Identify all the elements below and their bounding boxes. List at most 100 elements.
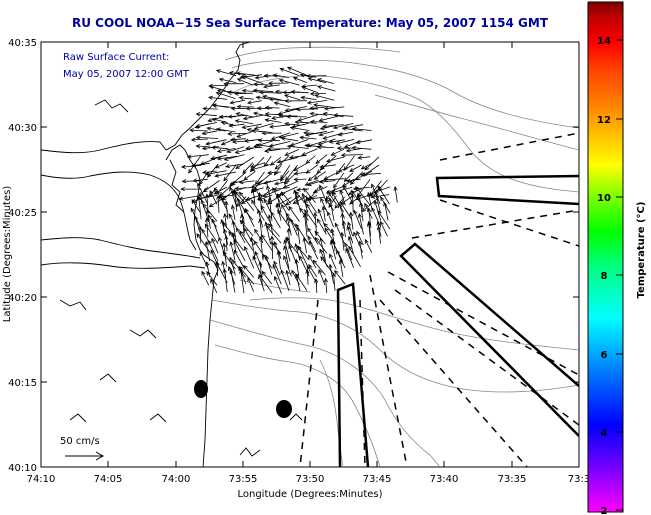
current-vector: [269, 141, 291, 147]
current-vector: [343, 221, 346, 238]
current-vector-head: [215, 261, 220, 267]
radar-beam-solid: [336, 174, 579, 467]
current-vector-head: [325, 189, 331, 194]
current-vector: [308, 78, 327, 84]
current-vector-head: [252, 88, 258, 93]
current-vector: [294, 171, 309, 175]
current-vector: [230, 270, 236, 293]
colorbar-tick-label: 2: [601, 506, 608, 515]
current-vector: [179, 195, 201, 200]
current-vector: [341, 213, 344, 229]
current-vector-head: [326, 211, 331, 217]
current-vector: [210, 279, 218, 294]
current-vector-head: [331, 191, 336, 197]
current-vector: [200, 156, 220, 165]
current-vector-head: [358, 201, 364, 207]
current-vector-head: [239, 219, 245, 225]
current-vector: [202, 130, 218, 135]
current-vector-head: [317, 141, 323, 146]
colorbar-tick-label: 14: [597, 36, 611, 47]
current-vector: [277, 193, 290, 211]
current-vector-head: [337, 132, 343, 137]
current-vector-head: [201, 228, 206, 234]
current-vector: [265, 119, 282, 123]
current-vector: [216, 70, 237, 77]
x-tick-label: 73:35: [498, 474, 527, 485]
current-vector-head: [367, 221, 372, 227]
current-vector: [254, 229, 264, 244]
current-vector: [347, 222, 354, 237]
current-vector-head: [231, 139, 237, 144]
current-vector: [212, 104, 235, 108]
current-vector: [334, 114, 354, 117]
plot-area: [40, 41, 580, 468]
current-vector-head: [242, 116, 248, 121]
current-vector-head: [319, 184, 323, 190]
current-vector: [190, 129, 208, 132]
current-vector: [256, 144, 273, 148]
current-vector-head: [313, 103, 318, 108]
current-vector: [231, 205, 236, 220]
current-vector-head: [335, 170, 341, 176]
current-vector-head: [314, 236, 319, 242]
current-vector-head: [238, 95, 244, 101]
current-vector-head: [256, 208, 262, 214]
current-vector-head: [227, 131, 232, 136]
current-vector: [336, 250, 346, 269]
current-vector: [291, 91, 309, 94]
current-vector: [240, 269, 245, 294]
x-axis-label: Longitude (Degrees:Minutes): [237, 489, 382, 500]
current-vector-head: [233, 91, 239, 96]
current-vector-head: [323, 222, 328, 228]
current-vector: [367, 192, 373, 211]
current-vector: [292, 123, 309, 128]
bathymetry-contours: [209, 46, 579, 467]
current-vector-head: [347, 191, 353, 195]
current-vector: [228, 231, 244, 251]
current-vector-head: [238, 266, 244, 271]
current-vector: [196, 113, 217, 117]
current-vector-head: [285, 212, 290, 218]
current-vector: [285, 237, 298, 254]
current-vector-head: [314, 278, 319, 283]
current-vector-head: [223, 156, 229, 161]
current-vector-head: [246, 100, 252, 105]
current-vector-head: [366, 207, 372, 213]
current-vector-head: [239, 268, 244, 274]
current-vector: [342, 127, 363, 132]
current-vector-head: [261, 270, 267, 276]
current-vector: [227, 146, 245, 153]
current-vector: [234, 92, 253, 95]
current-vector: [287, 67, 308, 76]
current-vector-head: [380, 196, 385, 202]
current-vector: [290, 139, 309, 146]
current-vector-head: [299, 73, 305, 78]
current-vector: [235, 120, 254, 125]
current-vector-head: [328, 139, 334, 144]
current-vector-head: [337, 168, 343, 173]
current-vector: [317, 218, 327, 235]
current-vector-head: [364, 238, 369, 244]
current-vector-head: [262, 84, 268, 89]
current-vector: [202, 170, 217, 173]
x-tick-label: 74:10: [27, 474, 56, 485]
current-vector-head: [254, 250, 259, 256]
current-vector: [237, 78, 254, 86]
current-vector: [344, 243, 353, 261]
current-vector-head: [239, 230, 244, 236]
current-vector-head: [264, 118, 270, 123]
current-vector: [296, 108, 319, 110]
current-vector-head: [236, 78, 242, 83]
current-vector-head: [233, 239, 238, 245]
current-vector: [317, 146, 335, 148]
y-tick-label: 40:15: [8, 378, 37, 389]
current-vector: [270, 156, 282, 166]
current-vector-head: [293, 166, 299, 171]
current-vector: [251, 164, 271, 171]
current-vector: [207, 127, 226, 132]
current-vector-head: [273, 181, 279, 186]
current-vector: [341, 232, 345, 251]
current-vector-head: [364, 202, 369, 208]
current-vector-head: [267, 196, 272, 202]
current-vector-head: [314, 230, 319, 236]
